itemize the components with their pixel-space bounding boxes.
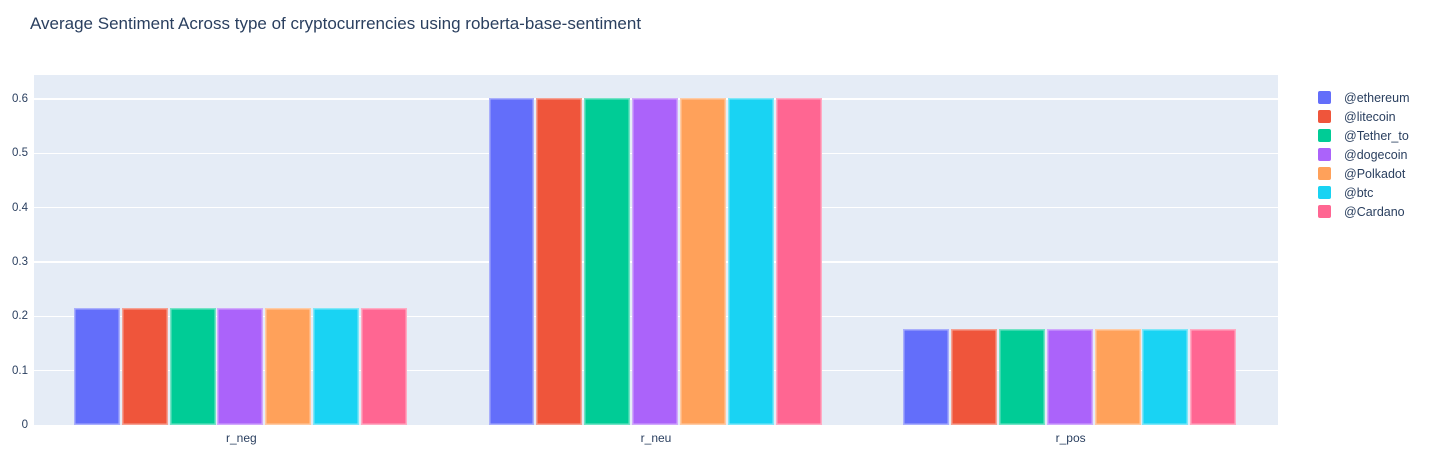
y-tick-label: 0.6: [12, 92, 28, 105]
bar-btc-r_pos[interactable]: [1142, 329, 1189, 425]
x-tick-label-r_neu: r_neu: [640, 431, 672, 445]
legend-item-ethereum[interactable]: @ethereum: [1318, 88, 1410, 107]
y-tick-label: 0.5: [12, 147, 28, 160]
y-tick-label: 0.3: [12, 255, 28, 268]
bar-ethereum-r_neu[interactable]: [488, 98, 535, 425]
plot-area: [34, 75, 1278, 425]
legend-label: @Tether_to: [1344, 128, 1409, 143]
bar-dogecoin-r_neg[interactable]: [217, 308, 264, 425]
legend-swatch-icon: [1318, 110, 1331, 123]
y-tick-label: 0.1: [12, 364, 28, 377]
bar-Tether_to-r_neu[interactable]: [584, 98, 631, 425]
bar-Cardano-r_neg[interactable]: [360, 308, 407, 425]
legend-item-dogecoin[interactable]: @dogecoin: [1318, 145, 1410, 164]
bar-Polkadot-r_pos[interactable]: [1094, 329, 1141, 425]
bar-litecoin-r_pos[interactable]: [951, 329, 997, 425]
bar-Cardano-r_neu[interactable]: [775, 98, 822, 425]
legend-label: @litecoin: [1344, 109, 1396, 124]
legend-item-Tether_to[interactable]: @Tether_to: [1318, 126, 1410, 145]
legend-swatch-icon: [1318, 186, 1331, 199]
bar-Tether_to-r_pos[interactable]: [998, 329, 1045, 425]
bar-ethereum-r_pos[interactable]: [903, 329, 950, 425]
bar-Cardano-r_pos[interactable]: [1190, 329, 1237, 425]
legend-label: @dogecoin: [1344, 147, 1408, 162]
chart-title: Average Sentiment Across type of cryptoc…: [30, 14, 642, 33]
legend-item-Polkadot[interactable]: @Polkadot: [1318, 164, 1410, 183]
bar-litecoin-r_neu[interactable]: [536, 98, 583, 425]
legend-swatch-icon: [1318, 129, 1331, 142]
legend-label: @Cardano: [1344, 204, 1405, 219]
legend-label: @ethereum: [1344, 90, 1410, 105]
bar-litecoin-r_neg[interactable]: [121, 308, 168, 425]
x-tick-label-r_pos: r_pos: [1055, 431, 1086, 445]
legend-item-btc[interactable]: @btc: [1318, 183, 1410, 202]
bar-ethereum-r_neg[interactable]: [73, 308, 120, 425]
y-tick-label: 0: [21, 419, 28, 431]
legend-swatch-icon: [1318, 91, 1331, 104]
y-tick-label: 0.2: [12, 310, 28, 323]
bar-Polkadot-r_neu[interactable]: [679, 98, 726, 425]
legend-label: @btc: [1344, 185, 1374, 200]
bar-btc-r_neu[interactable]: [727, 98, 774, 425]
legend-swatch-icon: [1318, 167, 1331, 180]
bar-dogecoin-r_neu[interactable]: [632, 98, 679, 425]
bar-Polkadot-r_neg[interactable]: [265, 308, 312, 425]
x-tick-label-r_neg: r_neg: [225, 431, 257, 445]
legend-label: @Polkadot: [1344, 166, 1406, 181]
legend-swatch-icon: [1318, 205, 1331, 218]
legend-item-Cardano[interactable]: @Cardano: [1318, 202, 1410, 221]
bar-Tether_to-r_neg[interactable]: [169, 308, 216, 425]
legend: @ethereum @litecoin @Tether_to @dogecoin @Po…: [1318, 88, 1410, 221]
legend-item-litecoin[interactable]: @litecoin: [1318, 107, 1410, 126]
legend-swatch-icon: [1318, 148, 1331, 161]
y-tick-label: 0.4: [12, 201, 28, 214]
bar-btc-r_neg[interactable]: [313, 308, 360, 425]
bar-dogecoin-r_pos[interactable]: [1046, 329, 1093, 425]
